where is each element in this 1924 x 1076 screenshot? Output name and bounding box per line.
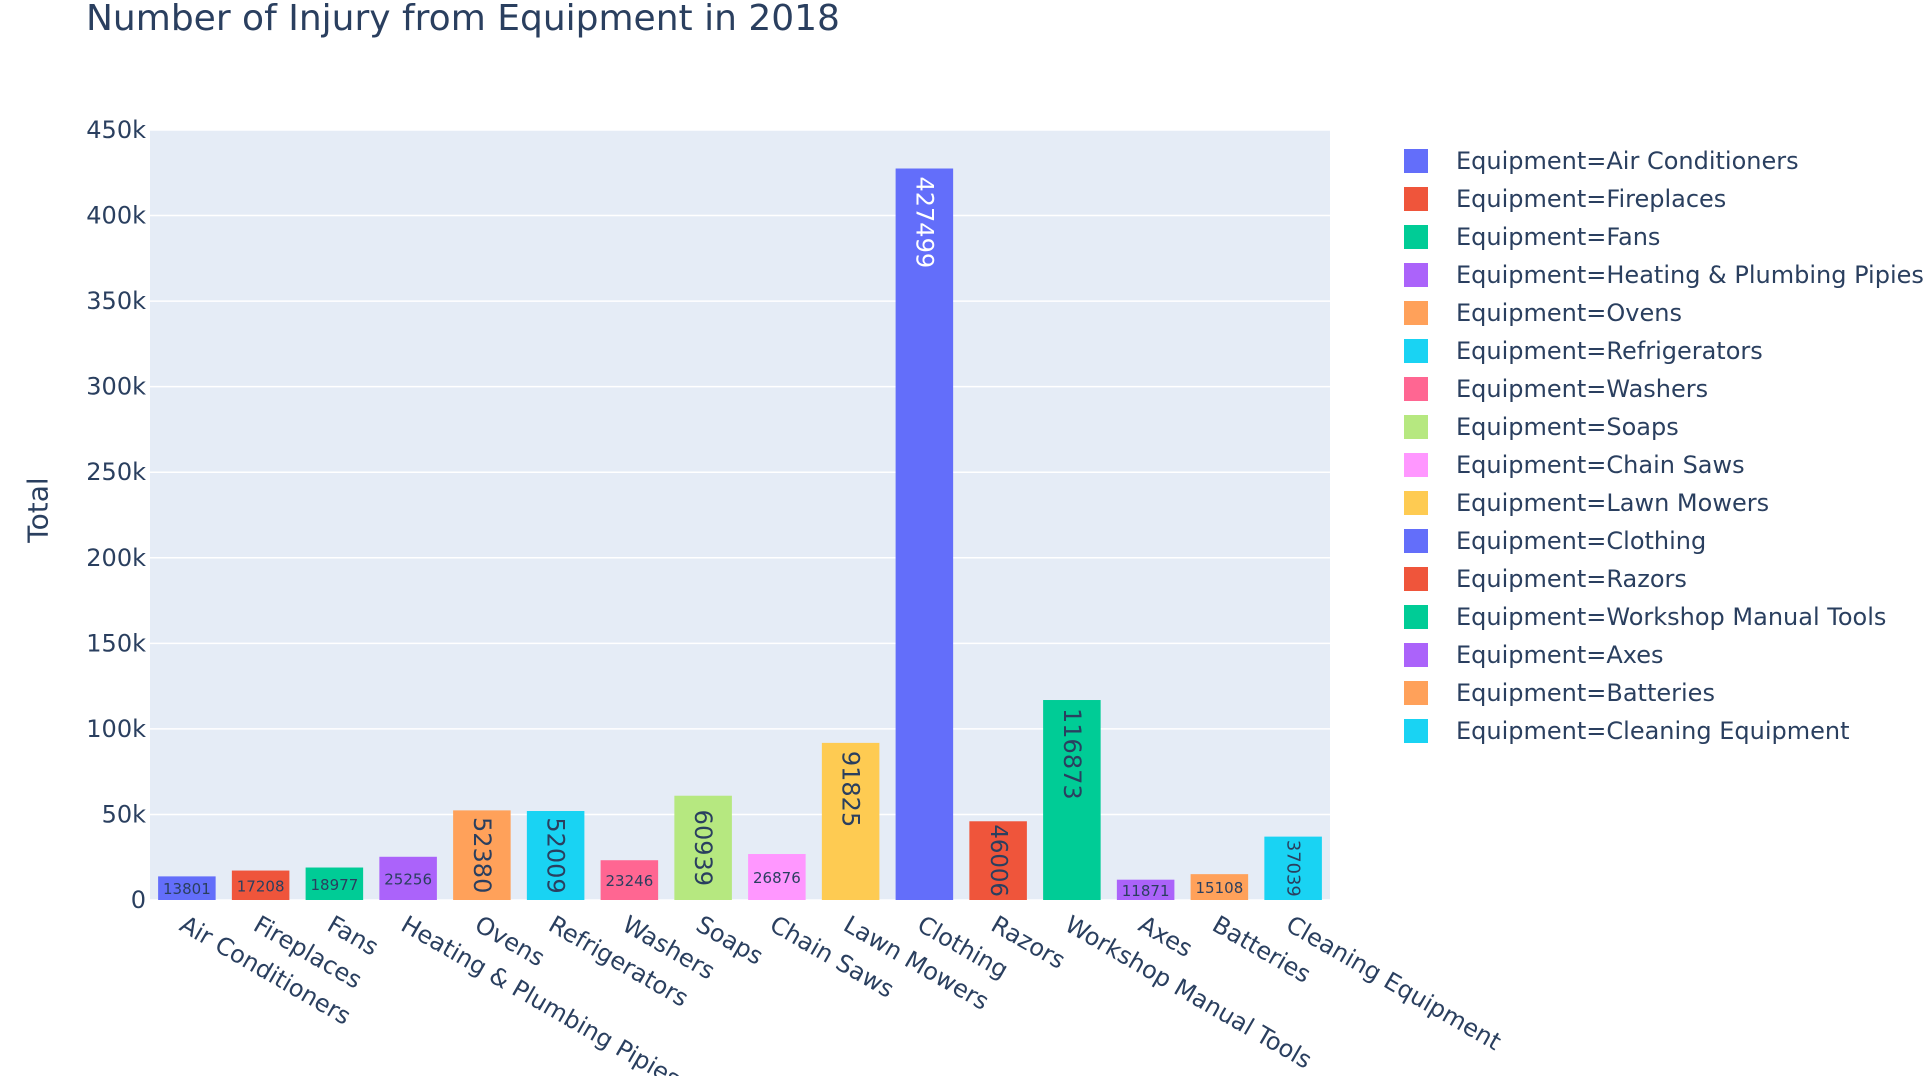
legend-swatch bbox=[1404, 225, 1428, 249]
y-tick-label: 100k bbox=[86, 715, 146, 743]
legend-item[interactable]: Equipment=Cleaning Equipment bbox=[1404, 712, 1924, 750]
legend: Equipment=Air Conditioners Equipment=Fire… bbox=[1404, 142, 1924, 750]
chart-title: Number of Injury from Equipment in 2018 bbox=[86, 0, 840, 39]
legend-item[interactable]: Equipment=Air Conditioners bbox=[1404, 142, 1924, 180]
data-label: 116873 bbox=[1058, 708, 1086, 800]
legend-label: Equipment=Clothing bbox=[1456, 527, 1707, 555]
legend-swatch bbox=[1404, 719, 1428, 743]
data-label: 37039 bbox=[1283, 840, 1304, 897]
data-label: 52009 bbox=[542, 817, 570, 893]
bar-clothing[interactable] bbox=[895, 168, 954, 900]
bar-workshop-manual-tools[interactable] bbox=[1043, 700, 1101, 900]
legend-swatch bbox=[1404, 415, 1428, 439]
legend-item[interactable]: Equipment=Fans bbox=[1404, 218, 1924, 256]
bar-batteries[interactable] bbox=[1190, 874, 1249, 900]
bar-refrigerators[interactable] bbox=[526, 811, 585, 900]
legend-label: Equipment=Axes bbox=[1456, 641, 1664, 669]
legend-swatch bbox=[1404, 681, 1428, 705]
data-label: 17208 bbox=[237, 877, 285, 895]
bar-cleaning-equipment[interactable] bbox=[1264, 836, 1322, 900]
bar-razors[interactable] bbox=[969, 821, 1027, 900]
bar-air-conditioners[interactable] bbox=[158, 876, 216, 900]
data-label: 23246 bbox=[606, 872, 654, 890]
bar-washers[interactable] bbox=[600, 860, 659, 900]
y-tick-label: 0 bbox=[131, 886, 146, 914]
legend-item[interactable]: Equipment=Fireplaces bbox=[1404, 180, 1924, 218]
legend-item[interactable]: Equipment=Axes bbox=[1404, 636, 1924, 674]
legend-label: Equipment=Lawn Mowers bbox=[1456, 489, 1770, 517]
data-label: 46006 bbox=[985, 824, 1011, 897]
data-label: 25256 bbox=[384, 870, 432, 888]
bar-ovens[interactable] bbox=[453, 810, 511, 900]
legend-label: Equipment=Air Conditioners bbox=[1456, 147, 1799, 175]
legend-item[interactable]: Equipment=Batteries bbox=[1404, 674, 1924, 712]
y-tick-label: 350k bbox=[86, 287, 146, 315]
legend-swatch bbox=[1404, 377, 1428, 401]
data-label: 91825 bbox=[837, 751, 865, 827]
data-label: 11871 bbox=[1122, 882, 1170, 900]
legend-swatch bbox=[1404, 643, 1428, 667]
legend-label: Equipment=Chain Saws bbox=[1456, 451, 1745, 479]
legend-item[interactable]: Equipment=Refrigerators bbox=[1404, 332, 1924, 370]
legend-swatch bbox=[1404, 187, 1428, 211]
y-tick-label: 150k bbox=[86, 629, 146, 657]
data-label: 13801 bbox=[163, 880, 211, 898]
legend-label: Equipment=Fireplaces bbox=[1456, 185, 1727, 213]
legend-item[interactable]: Equipment=Soaps bbox=[1404, 408, 1924, 446]
bar-lawn-mowers[interactable] bbox=[821, 742, 880, 900]
legend-label: Equipment=Washers bbox=[1456, 375, 1709, 403]
legend-item[interactable]: Equipment=Clothing bbox=[1404, 522, 1924, 560]
legend-item[interactable]: Equipment=Washers bbox=[1404, 370, 1924, 408]
legend-swatch bbox=[1404, 605, 1428, 629]
legend-swatch bbox=[1404, 263, 1428, 287]
legend-swatch bbox=[1404, 301, 1428, 325]
legend-label: Equipment=Ovens bbox=[1456, 299, 1682, 327]
legend-label: Equipment=Razors bbox=[1456, 565, 1687, 593]
data-label: 26876 bbox=[753, 869, 801, 887]
legend-item[interactable]: Equipment=Lawn Mowers bbox=[1404, 484, 1924, 522]
bar-fireplaces[interactable] bbox=[231, 870, 290, 900]
legend-label: Equipment=Fans bbox=[1456, 223, 1661, 251]
legend-swatch bbox=[1404, 149, 1428, 173]
legend-label: Equipment=Refrigerators bbox=[1456, 337, 1763, 365]
bar-axes[interactable] bbox=[1116, 879, 1175, 900]
bar-fans[interactable] bbox=[305, 867, 364, 900]
plot-background bbox=[150, 130, 1330, 900]
legend-label: Equipment=Workshop Manual Tools bbox=[1456, 603, 1887, 631]
legend-swatch bbox=[1404, 453, 1428, 477]
bar-chain-saws[interactable] bbox=[748, 854, 806, 900]
legend-label: Equipment=Batteries bbox=[1456, 679, 1715, 707]
y-tick-label: 400k bbox=[86, 202, 146, 230]
data-label: 60939 bbox=[689, 810, 717, 886]
bar-soaps[interactable] bbox=[674, 795, 732, 900]
legend-item[interactable]: Equipment=Razors bbox=[1404, 560, 1924, 598]
y-tick-label: 200k bbox=[86, 544, 146, 572]
y-tick-label: 250k bbox=[86, 458, 146, 486]
legend-label: Equipment=Cleaning Equipment bbox=[1456, 717, 1850, 745]
bar-heating-plumbing-pipies[interactable] bbox=[379, 856, 437, 900]
legend-swatch bbox=[1404, 339, 1428, 363]
legend-label: Equipment=Heating & Plumbing Pipies bbox=[1456, 261, 1924, 289]
legend-item[interactable]: Equipment=Ovens bbox=[1404, 294, 1924, 332]
data-label: 427499 bbox=[910, 177, 938, 269]
legend-swatch bbox=[1404, 491, 1428, 515]
legend-swatch bbox=[1404, 529, 1428, 553]
legend-item[interactable]: Equipment=Workshop Manual Tools bbox=[1404, 598, 1924, 636]
legend-item[interactable]: Equipment=Chain Saws bbox=[1404, 446, 1924, 484]
legend-swatch bbox=[1404, 567, 1428, 591]
y-tick-label: 450k bbox=[86, 116, 146, 144]
x-tick-label: Cleaning Equipment bbox=[1281, 910, 1506, 1056]
y-tick-label: 50k bbox=[102, 800, 147, 828]
data-label: 15108 bbox=[1196, 879, 1244, 897]
y-tick-label: 300k bbox=[86, 373, 146, 401]
data-label: 18977 bbox=[311, 876, 359, 894]
legend-item[interactable]: Equipment=Heating & Plumbing Pipies bbox=[1404, 256, 1924, 294]
legend-label: Equipment=Soaps bbox=[1456, 413, 1679, 441]
data-label: 52380 bbox=[468, 817, 496, 893]
